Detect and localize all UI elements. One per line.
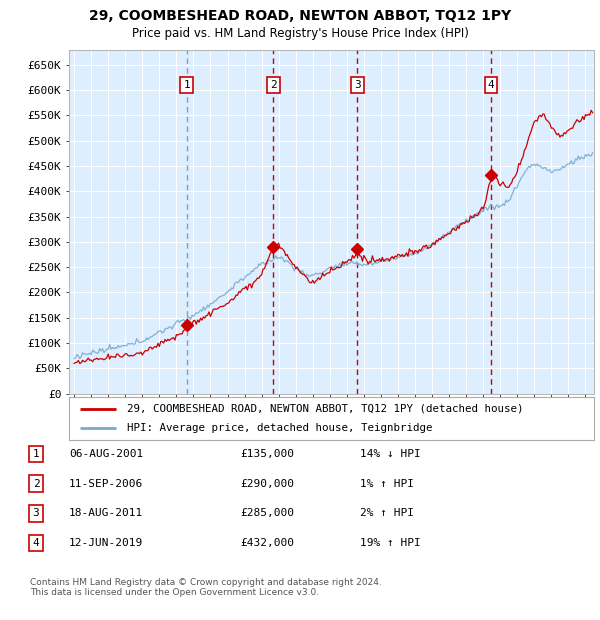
Text: 2: 2 bbox=[32, 479, 40, 489]
Text: £285,000: £285,000 bbox=[240, 508, 294, 518]
Text: 29, COOMBESHEAD ROAD, NEWTON ABBOT, TQ12 1PY (detached house): 29, COOMBESHEAD ROAD, NEWTON ABBOT, TQ12… bbox=[127, 404, 523, 414]
Text: 14% ↓ HPI: 14% ↓ HPI bbox=[360, 449, 421, 459]
Text: 1: 1 bbox=[183, 80, 190, 90]
Text: 11-SEP-2006: 11-SEP-2006 bbox=[69, 479, 143, 489]
Text: 4: 4 bbox=[487, 80, 494, 90]
Text: 06-AUG-2001: 06-AUG-2001 bbox=[69, 449, 143, 459]
Text: 4: 4 bbox=[32, 538, 40, 548]
Text: £432,000: £432,000 bbox=[240, 538, 294, 548]
Text: Contains HM Land Registry data © Crown copyright and database right 2024.: Contains HM Land Registry data © Crown c… bbox=[30, 578, 382, 587]
Text: 2% ↑ HPI: 2% ↑ HPI bbox=[360, 508, 414, 518]
Text: 3: 3 bbox=[354, 80, 361, 90]
Text: 1% ↑ HPI: 1% ↑ HPI bbox=[360, 479, 414, 489]
Text: This data is licensed under the Open Government Licence v3.0.: This data is licensed under the Open Gov… bbox=[30, 588, 319, 597]
Text: 19% ↑ HPI: 19% ↑ HPI bbox=[360, 538, 421, 548]
Text: HPI: Average price, detached house, Teignbridge: HPI: Average price, detached house, Teig… bbox=[127, 423, 432, 433]
Text: 3: 3 bbox=[32, 508, 40, 518]
Text: 29, COOMBESHEAD ROAD, NEWTON ABBOT, TQ12 1PY: 29, COOMBESHEAD ROAD, NEWTON ABBOT, TQ12… bbox=[89, 9, 511, 24]
Text: Price paid vs. HM Land Registry's House Price Index (HPI): Price paid vs. HM Land Registry's House … bbox=[131, 27, 469, 40]
Text: 1: 1 bbox=[32, 449, 40, 459]
Text: £135,000: £135,000 bbox=[240, 449, 294, 459]
Text: £290,000: £290,000 bbox=[240, 479, 294, 489]
Text: 12-JUN-2019: 12-JUN-2019 bbox=[69, 538, 143, 548]
Text: 18-AUG-2011: 18-AUG-2011 bbox=[69, 508, 143, 518]
Text: 2: 2 bbox=[270, 80, 277, 90]
